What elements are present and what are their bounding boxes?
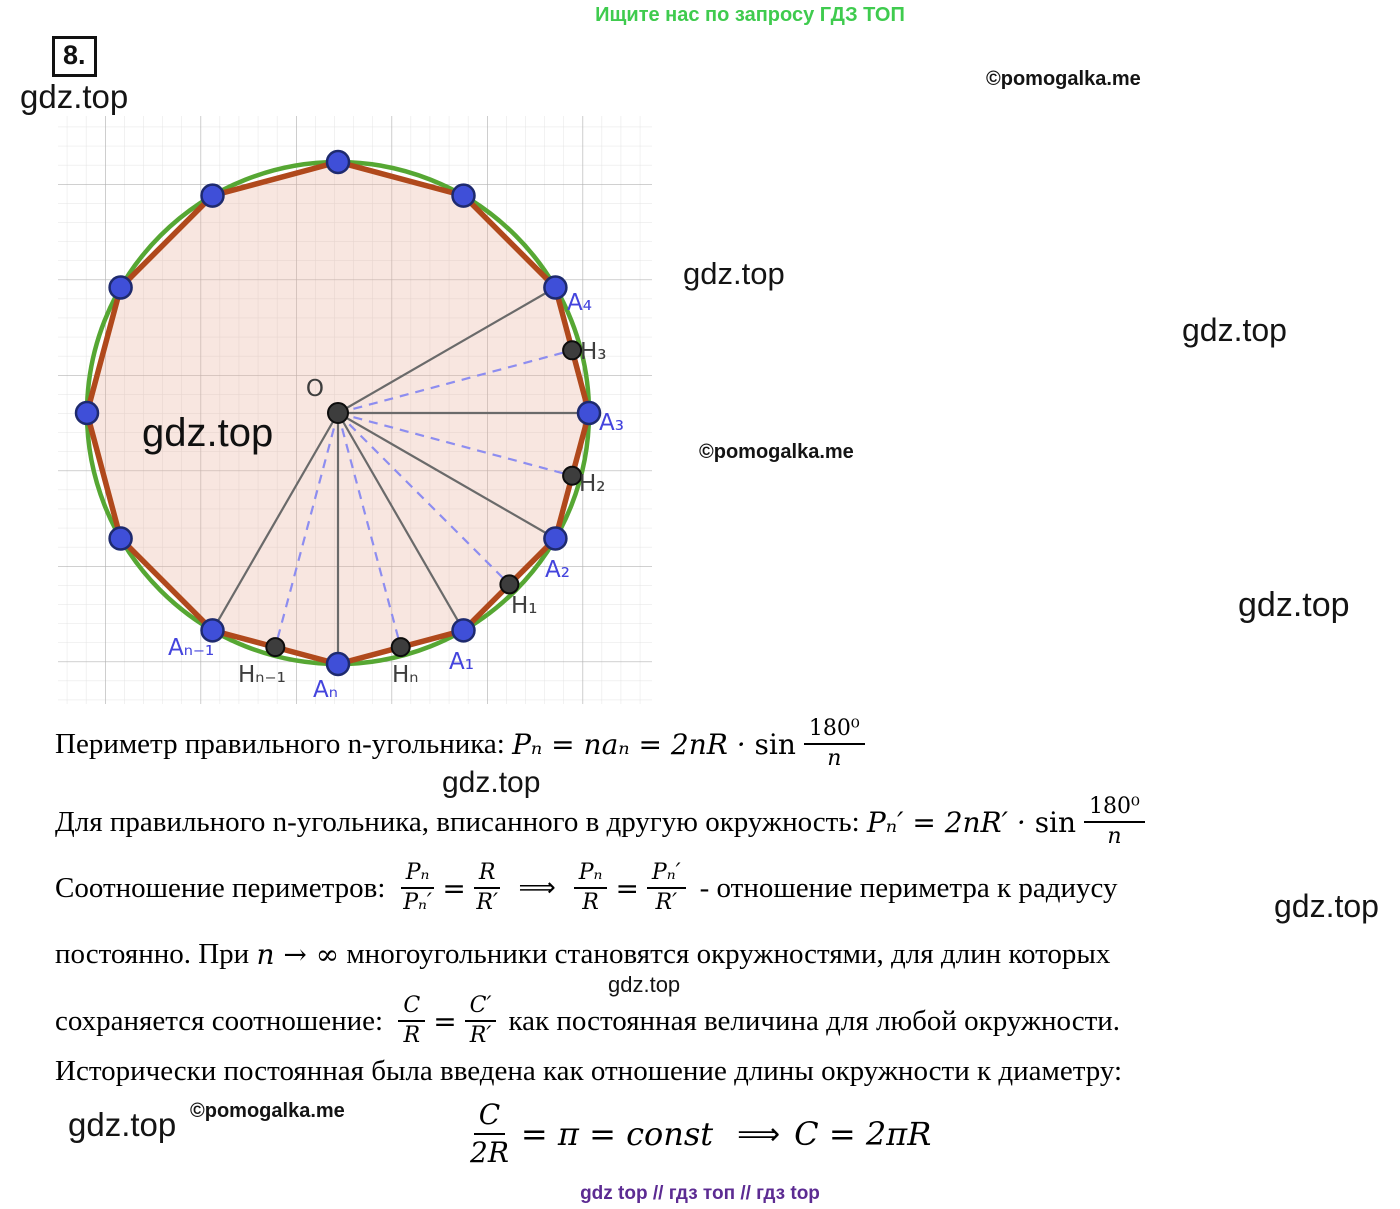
label-a4: A₄ (567, 290, 592, 316)
formula-pi-line: C 2R = π = const ⟹ C = 2πR (462, 1092, 931, 1176)
radius-lines (211, 286, 589, 664)
line3-eq2: = (615, 871, 639, 905)
watermark-gdz-inline2: gdz.top (608, 972, 681, 997)
line3-frac4: Pₙ′ R′ (646, 860, 686, 917)
foot-dots (265, 340, 583, 658)
vertex-dots (74, 149, 602, 677)
line5-eq: = (433, 1004, 457, 1038)
label-an-1: Aₙ₋₁ (168, 635, 214, 661)
diagram-watermark-gdz: gdz.top (142, 411, 273, 455)
line3-prefix: Соотношение периметров: (55, 871, 393, 904)
watermark-pomogalka-mid: ©pomogalka.me (699, 441, 854, 463)
apothem-lines (274, 349, 573, 648)
line5-suffix: как постоянная величина для любой окружн… (508, 1004, 1121, 1037)
line4-b: многоугольники становятся окружностями, … (339, 938, 1111, 970)
line5-frac1: C R (398, 993, 426, 1050)
problem-number: 8. (52, 36, 97, 77)
line4-a: постоянно. При (55, 938, 257, 970)
watermark-pomogalka-topright: ©pomogalka.me (986, 68, 1141, 90)
promo-banner: Ищите нас по запросу ГДЗ ТОП (595, 4, 905, 26)
line1-sin: sin (754, 727, 796, 761)
line1-fraction: 180⁰ n (803, 716, 865, 773)
formula-cr-ratio-line: сохраняется соотношение: C R = C′ R′ как… (55, 988, 1120, 1054)
label-a1: A₁ (449, 649, 474, 675)
text-history-line: Исторически постоянная была введена как … (55, 1055, 1122, 1088)
line2-prefix: Для правильного n-угольника, вписанного … (55, 805, 867, 838)
label-a3: A₃ (599, 410, 624, 436)
watermark-gdz-mid1: gdz.top (683, 256, 785, 291)
watermark-gdz-right1: gdz.top (1182, 312, 1287, 348)
label-hn-1: Hₙ₋₁ (238, 662, 286, 688)
formula-second-circle-line: Для правильного n-угольника, вписанного … (55, 794, 1153, 851)
line1-prefix: Периметр правильного n-угольника: (55, 727, 513, 760)
line5-frac2: C′ R′ (464, 993, 497, 1050)
line2-fraction: 180⁰ n (1084, 794, 1145, 851)
line5-prefix: сохраняется соотношение: (55, 1004, 391, 1037)
formula-perimeter-line: Периметр правильного n-угольника: Pₙ = n… (55, 716, 873, 773)
line3-frac1: Pₙ Pₙ′ (400, 860, 435, 917)
line3-eq1: = (442, 871, 466, 905)
line2-sin: sin (1034, 805, 1077, 839)
line3-suffix: - отношение периметра к радиусу (699, 871, 1118, 904)
label-hn: Hₙ (392, 662, 418, 688)
label-an: Aₙ (313, 677, 338, 703)
grid-major (58, 116, 652, 704)
label-h3: H₃ (580, 339, 607, 365)
watermark-gdz-right2: gdz.top (1238, 586, 1350, 624)
label-h1: H₁ (511, 593, 538, 619)
watermark-gdz-topleft: gdz.top (20, 78, 129, 115)
implies-arrow-2: ⟹ (737, 1116, 781, 1152)
watermark-gdz-inline1: gdz.top (442, 766, 541, 799)
line2-math: Pₙ′ = 2nR′ · (866, 805, 1035, 839)
line7-mid: = π = const (520, 1115, 714, 1153)
line7-end: C = 2πR (794, 1115, 932, 1153)
watermark-gdz-bottomleft: gdz.top (68, 1106, 177, 1143)
footer-links: gdz top // гдз топ // гдз top (580, 1183, 820, 1204)
watermark-gdz-right3: gdz.top (1274, 888, 1379, 924)
implies-arrow-1: ⟹ (518, 873, 556, 903)
formula-ratio-line: Соотношение периметров: Pₙ Pₙ′ = R R′ ⟹ … (55, 852, 1117, 924)
watermark-pomogalka-bottom: ©pomogalka.me (190, 1100, 345, 1122)
label-h2: H₂ (579, 471, 606, 497)
polygon-circle-diagram: O A₄ H₃ A₃ H₂ A₂ H₁ A₁ Hₙ Aₙ Hₙ₋₁ Aₙ₋₁ g… (58, 116, 652, 704)
center-label: O (306, 376, 324, 402)
text-limit-line: постоянно. При n → ∞ многоугольники стан… (55, 938, 1110, 971)
line6-text: Исторически постоянная была введена как … (55, 1055, 1123, 1087)
label-a2: A₂ (545, 557, 570, 583)
line1-math: Pₙ = naₙ = 2nR · (512, 727, 755, 761)
line3-frac2: R R′ (473, 860, 501, 917)
line4-math: n → ∞ (256, 938, 340, 971)
line3-frac3: Pₙ R (573, 860, 608, 917)
center-dot (327, 402, 349, 424)
line7-fraction: C 2R (470, 1098, 509, 1169)
